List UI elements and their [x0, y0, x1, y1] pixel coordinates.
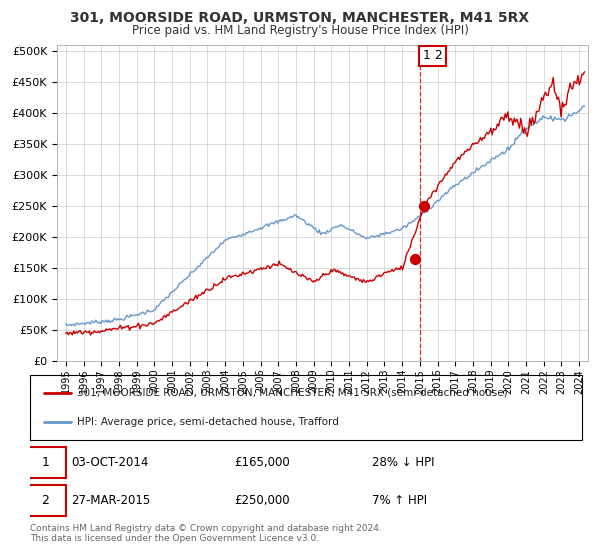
Text: 2: 2	[41, 494, 49, 507]
Text: 1: 1	[41, 456, 49, 469]
Text: Price paid vs. HM Land Registry's House Price Index (HPI): Price paid vs. HM Land Registry's House …	[131, 24, 469, 36]
Text: 27-MAR-2015: 27-MAR-2015	[71, 494, 151, 507]
Point	[410, 254, 420, 263]
FancyBboxPatch shape	[25, 486, 66, 516]
Text: 301, MOORSIDE ROAD, URMSTON, MANCHESTER, M41 5RX: 301, MOORSIDE ROAD, URMSTON, MANCHESTER,…	[70, 11, 530, 25]
Text: 28% ↓ HPI: 28% ↓ HPI	[372, 456, 435, 469]
Point	[419, 202, 429, 211]
Text: Contains HM Land Registry data © Crown copyright and database right 2024.
This d: Contains HM Land Registry data © Crown c…	[30, 524, 382, 543]
Text: 1 2: 1 2	[422, 49, 442, 63]
Text: £250,000: £250,000	[234, 494, 290, 507]
Text: HPI: Average price, semi-detached house, Trafford: HPI: Average price, semi-detached house,…	[77, 417, 339, 427]
FancyBboxPatch shape	[25, 447, 66, 478]
Text: 301, MOORSIDE ROAD, URMSTON, MANCHESTER, M41 5RX (semi-detached house): 301, MOORSIDE ROAD, URMSTON, MANCHESTER,…	[77, 388, 508, 398]
Text: £165,000: £165,000	[234, 456, 290, 469]
Text: 03-OCT-2014: 03-OCT-2014	[71, 456, 149, 469]
Text: 7% ↑ HPI: 7% ↑ HPI	[372, 494, 427, 507]
